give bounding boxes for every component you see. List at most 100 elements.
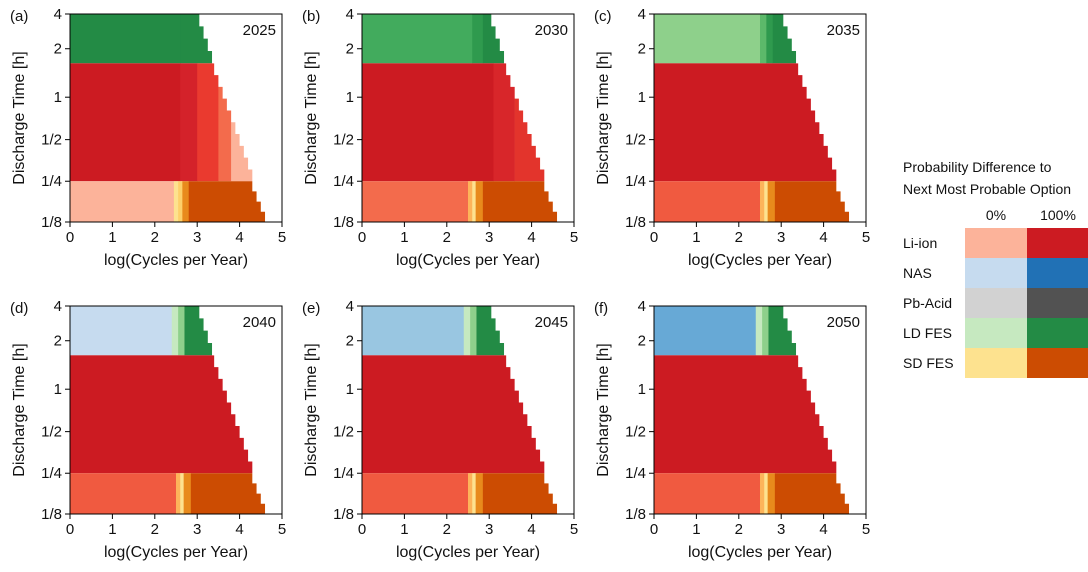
- cell-segment: [463, 306, 471, 356]
- y-axis-title: Discharge Time [h]: [595, 343, 612, 476]
- cell-segment: [767, 473, 776, 514]
- cell-segment: [482, 14, 505, 64]
- y-tick-label: 1: [54, 89, 62, 106]
- cell-segment: [654, 306, 757, 356]
- plot-frame: [653, 305, 867, 515]
- x-tick-label: 1: [400, 229, 408, 246]
- x-tick-label: 5: [278, 521, 286, 538]
- cell-segment: [180, 14, 213, 64]
- cell-segment: [766, 14, 774, 64]
- x-tick-label: 0: [66, 521, 74, 538]
- legend-swatch-high: [1027, 318, 1088, 348]
- x-tick-label: 5: [570, 229, 578, 246]
- panel-2030: 0 1 2 3 4 5 4 2 1 1/2 1/4 1/8 log(Cycles per Year) Di…: [302, 6, 578, 269]
- cell-segment: [183, 473, 192, 514]
- legend-title-line1: Probability Difference to: [903, 159, 1052, 175]
- panel-2035: 0 1 2 3 4 5 4 2 1 1/2 1/4 1/8 log(Cycles per Year) Di…: [594, 6, 870, 269]
- cell-segment: [362, 355, 545, 474]
- y-tick-label: 1: [638, 381, 646, 398]
- plot-frame: [653, 13, 867, 223]
- cell-segment: [475, 473, 484, 514]
- cell-segment: [173, 181, 179, 222]
- y-tick-label: 1: [638, 89, 646, 106]
- y-tick-label: 1: [346, 381, 354, 398]
- x-axis-title: log(Cycles per Year): [104, 252, 248, 269]
- x-tick-label: 4: [819, 521, 827, 538]
- cell-segment: [70, 63, 181, 182]
- legend-swatch-high: [1027, 288, 1088, 318]
- x-tick-label: 2: [151, 521, 159, 538]
- x-tick-label: 0: [650, 521, 658, 538]
- x-tick-label: 4: [527, 521, 535, 538]
- y-tick-label: 1/8: [333, 506, 354, 523]
- y-tick-label: 1/8: [41, 506, 62, 523]
- row-2: [362, 181, 558, 222]
- cell-segment: [362, 306, 465, 356]
- x-tick-label: 2: [735, 229, 743, 246]
- cell-segment: [70, 14, 181, 64]
- legend-swatch-high: [1027, 228, 1088, 258]
- cell-segment: [362, 63, 494, 182]
- y-tick-label: 4: [638, 298, 646, 315]
- x-tick-label: 1: [692, 229, 700, 246]
- y-tick-label: 1/8: [625, 214, 646, 231]
- legend-swatch-high: [1027, 258, 1088, 288]
- cell-segment: [482, 181, 558, 222]
- legend-swatch-low: [965, 348, 1027, 378]
- cell-segment: [772, 14, 797, 64]
- x-tick-label: 5: [862, 521, 870, 538]
- cell-segment: [767, 181, 776, 222]
- legend-item-nas: NAS: [903, 258, 1088, 288]
- y-tick-label: 1: [346, 89, 354, 106]
- cell-segment: [774, 473, 850, 514]
- legend: Probability Difference to Next Most Proba…: [903, 159, 1088, 378]
- x-tick-label: 2: [443, 521, 451, 538]
- year-label: 2035: [827, 22, 860, 39]
- legend-col-high: 100%: [1040, 207, 1076, 223]
- row-1: [654, 63, 837, 182]
- y-tick-label: 1/4: [625, 173, 646, 190]
- cell-segment: [475, 181, 484, 222]
- cell-segment: [654, 14, 761, 64]
- y-axis-title: Discharge Time [h]: [11, 343, 28, 476]
- legend-swatch-low: [965, 288, 1027, 318]
- y-axis-title: Discharge Time [h]: [303, 51, 320, 184]
- row-2: [70, 181, 266, 222]
- row-0: [362, 14, 505, 64]
- legend-item-ld-fes: LD FES: [903, 318, 1088, 348]
- y-tick-label: 4: [54, 6, 62, 23]
- x-tick-label: 3: [777, 229, 785, 246]
- cell-segment: [468, 181, 473, 222]
- y-tick-label: 1/2: [333, 424, 354, 441]
- row-0: [362, 306, 505, 356]
- y-tick-label: 4: [54, 298, 62, 315]
- y-tick-label: 1/8: [41, 214, 62, 231]
- y-tick-label: 1: [54, 381, 62, 398]
- x-tick-label: 3: [485, 521, 493, 538]
- x-tick-label: 4: [235, 229, 243, 246]
- cell-segment: [472, 473, 476, 514]
- cell-segment: [482, 473, 558, 514]
- y-tick-label: 2: [54, 333, 62, 350]
- x-tick-label: 4: [527, 229, 535, 246]
- cell-segment: [760, 14, 767, 64]
- panel-letter: (c): [594, 8, 612, 25]
- cell-segment: [774, 181, 850, 222]
- year-label: 2025: [243, 22, 276, 39]
- legend-title-line2: Next Most Probable Option: [903, 181, 1071, 197]
- panel-2040: 0 1 2 3 4 5 4 2 1 1/2 1/4 1/8 log(Cycles per Year) Di…: [10, 298, 286, 561]
- y-tick-label: 1/2: [41, 424, 62, 441]
- x-axis-title: log(Cycles per Year): [688, 252, 832, 269]
- cell-segment: [70, 355, 253, 474]
- y-tick-label: 4: [346, 6, 354, 23]
- cell-segment: [70, 306, 173, 356]
- cell-segment: [70, 473, 177, 514]
- cell-segment: [472, 14, 484, 64]
- legend-col-low: 0%: [986, 207, 1006, 223]
- row-0: [70, 306, 213, 356]
- legend-item-li-ion: Li-ion: [903, 228, 1088, 258]
- cell-segment: [362, 181, 469, 222]
- legend-swatch-low: [965, 258, 1027, 288]
- row-2: [362, 473, 558, 514]
